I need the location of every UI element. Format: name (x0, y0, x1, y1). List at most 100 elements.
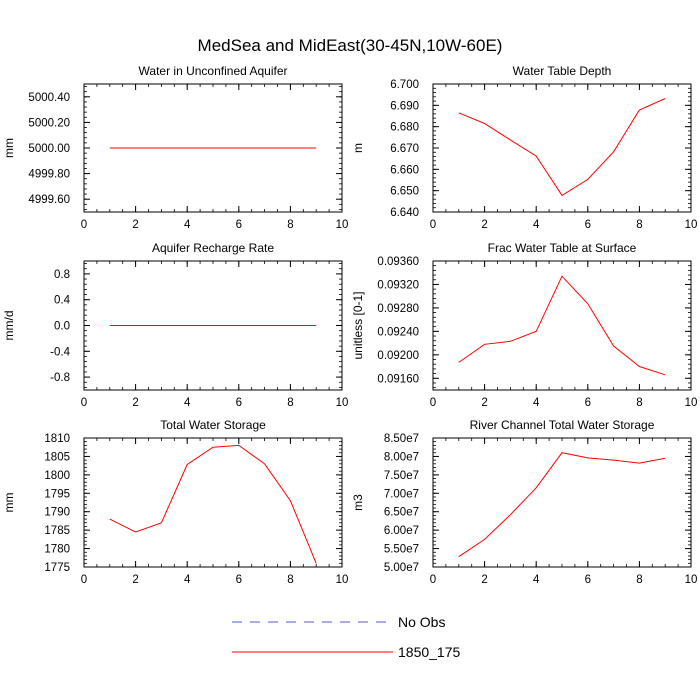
y-tick-label: 5000.20 (28, 117, 70, 129)
x-tick-label: 4 (184, 574, 191, 586)
x-tick-label: 0 (430, 397, 436, 409)
panel-title: Aquifer Recharge Rate (152, 241, 274, 255)
y-axis-label: unitless [0-1] (351, 291, 365, 359)
chart-panel-1: Water in Unconfined Aquifer mm 0 2 4 6 8 10 4999… (2, 64, 348, 231)
x-tick-label: 8 (636, 219, 642, 231)
x-tick-label: 8 (287, 219, 293, 231)
y-tick-label: 5.00e7 (384, 562, 419, 574)
y-tick-label: 1810 (44, 433, 70, 445)
chart-panel-6: River Channel Total Water Storage m3 0 2 4 6 8… (351, 418, 697, 586)
y-tick-label: 6.660 (390, 164, 419, 176)
x-tick-label: 0 (81, 397, 87, 409)
y-tick-label: 1780 (44, 544, 70, 556)
chart-panel-3: Aquifer Recharge Rate mm/d 0 2 4 6 8 10 -0.8 -0.4… (2, 241, 348, 409)
x-tick-label: 10 (336, 397, 349, 409)
x-tick-label: 8 (636, 397, 642, 409)
y-tick-label: 6.640 (390, 207, 419, 219)
legend: No Obs 1850_175 (232, 614, 461, 660)
x-tick-label: 0 (81, 574, 87, 586)
y-tick-label: 1805 (44, 451, 70, 463)
y-tick-label: 5000.40 (28, 92, 70, 104)
y-tick-label: 6.680 (390, 122, 419, 134)
x-tick-label: 2 (132, 397, 138, 409)
y-tick-label: 0.4 (54, 295, 71, 307)
x-tick-label: 6 (236, 219, 242, 231)
panel-title: Frac Water Table at Surface (488, 241, 637, 255)
x-tick-label: 6 (236, 397, 242, 409)
y-tick-label: 6.670 (390, 143, 419, 155)
x-tick-label: 6 (585, 397, 591, 409)
y-tick-label: 8.00e7 (384, 451, 419, 463)
y-tick-label: 0.09320 (377, 279, 419, 291)
y-tick-label: 1790 (44, 507, 70, 519)
y-tick-label: 0.0 (54, 321, 70, 333)
x-tick-label: 2 (132, 219, 138, 231)
x-tick-label: 6 (236, 574, 242, 586)
y-axis-label: mm/d (2, 311, 16, 341)
y-tick-label: 4999.60 (28, 194, 70, 206)
y-tick-label: 5000.00 (28, 143, 70, 155)
x-tick-label: 0 (430, 219, 436, 231)
y-tick-label: 7.50e7 (384, 470, 419, 482)
y-tick-label: 6.690 (390, 100, 419, 112)
chart-panel-4: Frac Water Table at Surface unitless [0-1… (351, 241, 697, 409)
x-tick-label: 2 (132, 574, 138, 586)
panels: Water in Unconfined Aquifer mm 0 2 4 6 8 10 4999… (2, 64, 697, 586)
series-line (109, 444, 317, 564)
x-tick-label: 6 (585, 574, 591, 586)
y-tick-label: 6.00e7 (384, 525, 419, 537)
y-tick-label: 1800 (44, 470, 70, 482)
x-tick-label: 6 (585, 219, 591, 231)
x-tick-label: 2 (481, 397, 487, 409)
series-line (458, 98, 666, 197)
x-tick-label: 10 (685, 574, 698, 586)
y-tick-label: 4999.80 (28, 169, 70, 181)
plot-frame (432, 83, 692, 213)
y-axis-label: m (351, 143, 365, 153)
y-tick-label: 6.700 (390, 79, 419, 91)
y-tick-label: -0.4 (50, 346, 70, 358)
x-tick-label: 4 (184, 397, 191, 409)
y-tick-label: 0.09360 (377, 256, 419, 268)
x-tick-label: 10 (336, 574, 349, 586)
y-tick-label: 1785 (44, 525, 70, 537)
x-tick-label: 2 (481, 574, 487, 586)
y-tick-label: 0.09200 (377, 350, 419, 362)
panel-title: River Channel Total Water Storage (470, 418, 655, 432)
y-axis-label: mm (2, 138, 16, 158)
y-tick-label: 7.00e7 (384, 488, 419, 500)
x-tick-label: 2 (481, 219, 487, 231)
y-tick-label: 0.09240 (377, 326, 419, 338)
x-tick-label: 8 (287, 397, 293, 409)
x-tick-label: 10 (336, 219, 349, 231)
chart-panel-5: Total Water Storage mm 0 2 4 6 8 10 1775 1780 1785… (2, 418, 348, 586)
y-tick-label: 1795 (44, 488, 70, 500)
x-tick-label: 10 (685, 397, 698, 409)
y-axis-label: mm (2, 493, 16, 513)
x-tick-label: 4 (533, 574, 540, 586)
legend-label: No Obs (398, 614, 445, 630)
x-tick-label: 4 (533, 219, 540, 231)
y-tick-label: 6.50e7 (384, 507, 419, 519)
x-tick-label: 4 (184, 219, 191, 231)
figure-title: MedSea and MidEast(30-45N,10W-60E) (198, 36, 503, 55)
x-tick-label: 8 (636, 574, 642, 586)
y-axis-label: m3 (351, 494, 365, 511)
panel-title: Water Table Depth (513, 64, 612, 78)
y-tick-label: 8.50e7 (384, 433, 419, 445)
plot-frame (83, 437, 343, 568)
y-tick-label: 1775 (44, 562, 70, 574)
x-tick-label: 0 (430, 574, 436, 586)
y-tick-label: -0.8 (50, 372, 70, 384)
y-tick-label: 0.8 (54, 269, 70, 281)
chart-panel-2: Water Table Depth m 0 2 4 6 8 10 6.640 6.650 6.660… (351, 64, 697, 231)
panel-title: Total Water Storage (160, 418, 266, 432)
x-tick-label: 10 (685, 219, 698, 231)
y-tick-label: 0.09280 (377, 303, 419, 315)
x-tick-label: 0 (81, 219, 87, 231)
y-tick-label: 6.650 (390, 186, 419, 198)
y-tick-label: 0.09160 (377, 373, 419, 385)
panel-title: Water in Unconfined Aquifer (139, 64, 288, 78)
y-tick-label: 5.50e7 (384, 544, 419, 556)
